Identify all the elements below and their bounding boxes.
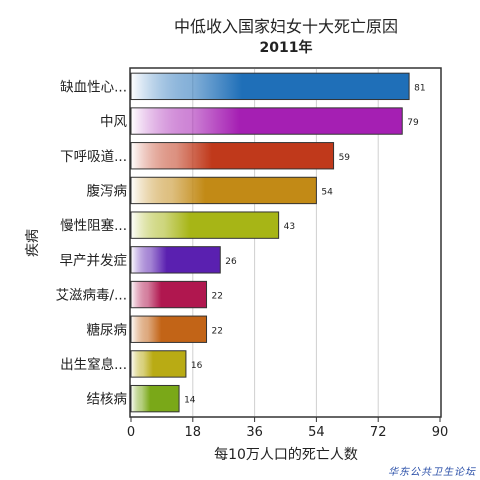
bar-value-label: 79 — [407, 118, 419, 128]
bar — [130, 107, 403, 135]
bar-value-label: 43 — [284, 222, 295, 232]
bar-value-label: 22 — [212, 326, 223, 336]
category-label: 艾滋病毒/... — [56, 288, 127, 304]
bar-layer — [130, 72, 410, 413]
category-label: 下呼吸道... — [60, 149, 127, 165]
category-label: 缺血性心... — [60, 79, 127, 95]
bar — [130, 350, 187, 378]
x-tick-label: 18 — [185, 425, 202, 440]
category-label: 中风 — [100, 114, 127, 130]
x-tick-label: 0 — [127, 425, 135, 440]
category-label: 糖尿病 — [87, 322, 128, 338]
bar-value-label: 14 — [184, 396, 196, 406]
bar — [130, 72, 410, 101]
bar-value-label: 16 — [191, 361, 203, 371]
category-label: 腹泻病 — [87, 182, 128, 199]
x-tick-label: 36 — [246, 425, 263, 440]
x-axis-label: 每10万人口的死亡人数 — [214, 447, 358, 463]
category-label: 出生窒息... — [60, 356, 127, 373]
chart-subtitle: 2011年 — [260, 39, 313, 56]
category-label: 早产并发症 — [60, 253, 128, 269]
tick-layer: 0 18 36 54 72 90 — [127, 417, 448, 440]
bar-value-label: 22 — [212, 292, 223, 302]
bar-value-label: 54 — [321, 187, 333, 197]
chart-title: 中低收入国家妇女十大死亡原因 — [174, 17, 398, 36]
bar — [130, 315, 208, 343]
bar — [130, 211, 280, 239]
x-tick-label: 90 — [432, 425, 449, 440]
bar-value-label: 81 — [414, 83, 425, 93]
watermark: 华东公共卫生论坛 — [388, 467, 476, 478]
label-layer: 81 缺血性心... 79 中风 59 下呼吸道... 54 腹泻病 43 慢性阻塞... 26 早产… — [56, 79, 426, 407]
bar-value-label: 59 — [339, 153, 351, 163]
bar — [130, 176, 317, 205]
bar — [130, 142, 335, 170]
y-axis-label: 疾病 — [25, 229, 41, 257]
x-tick-label: 72 — [370, 425, 387, 440]
bar — [130, 246, 221, 274]
category-label: 慢性阻塞... — [60, 217, 127, 234]
bar-value-label: 26 — [225, 257, 237, 267]
category-label: 结核病 — [87, 392, 128, 408]
bar — [130, 384, 180, 413]
bar — [130, 280, 208, 309]
x-tick-label: 54 — [308, 425, 325, 440]
plot-frame — [129, 67, 442, 418]
